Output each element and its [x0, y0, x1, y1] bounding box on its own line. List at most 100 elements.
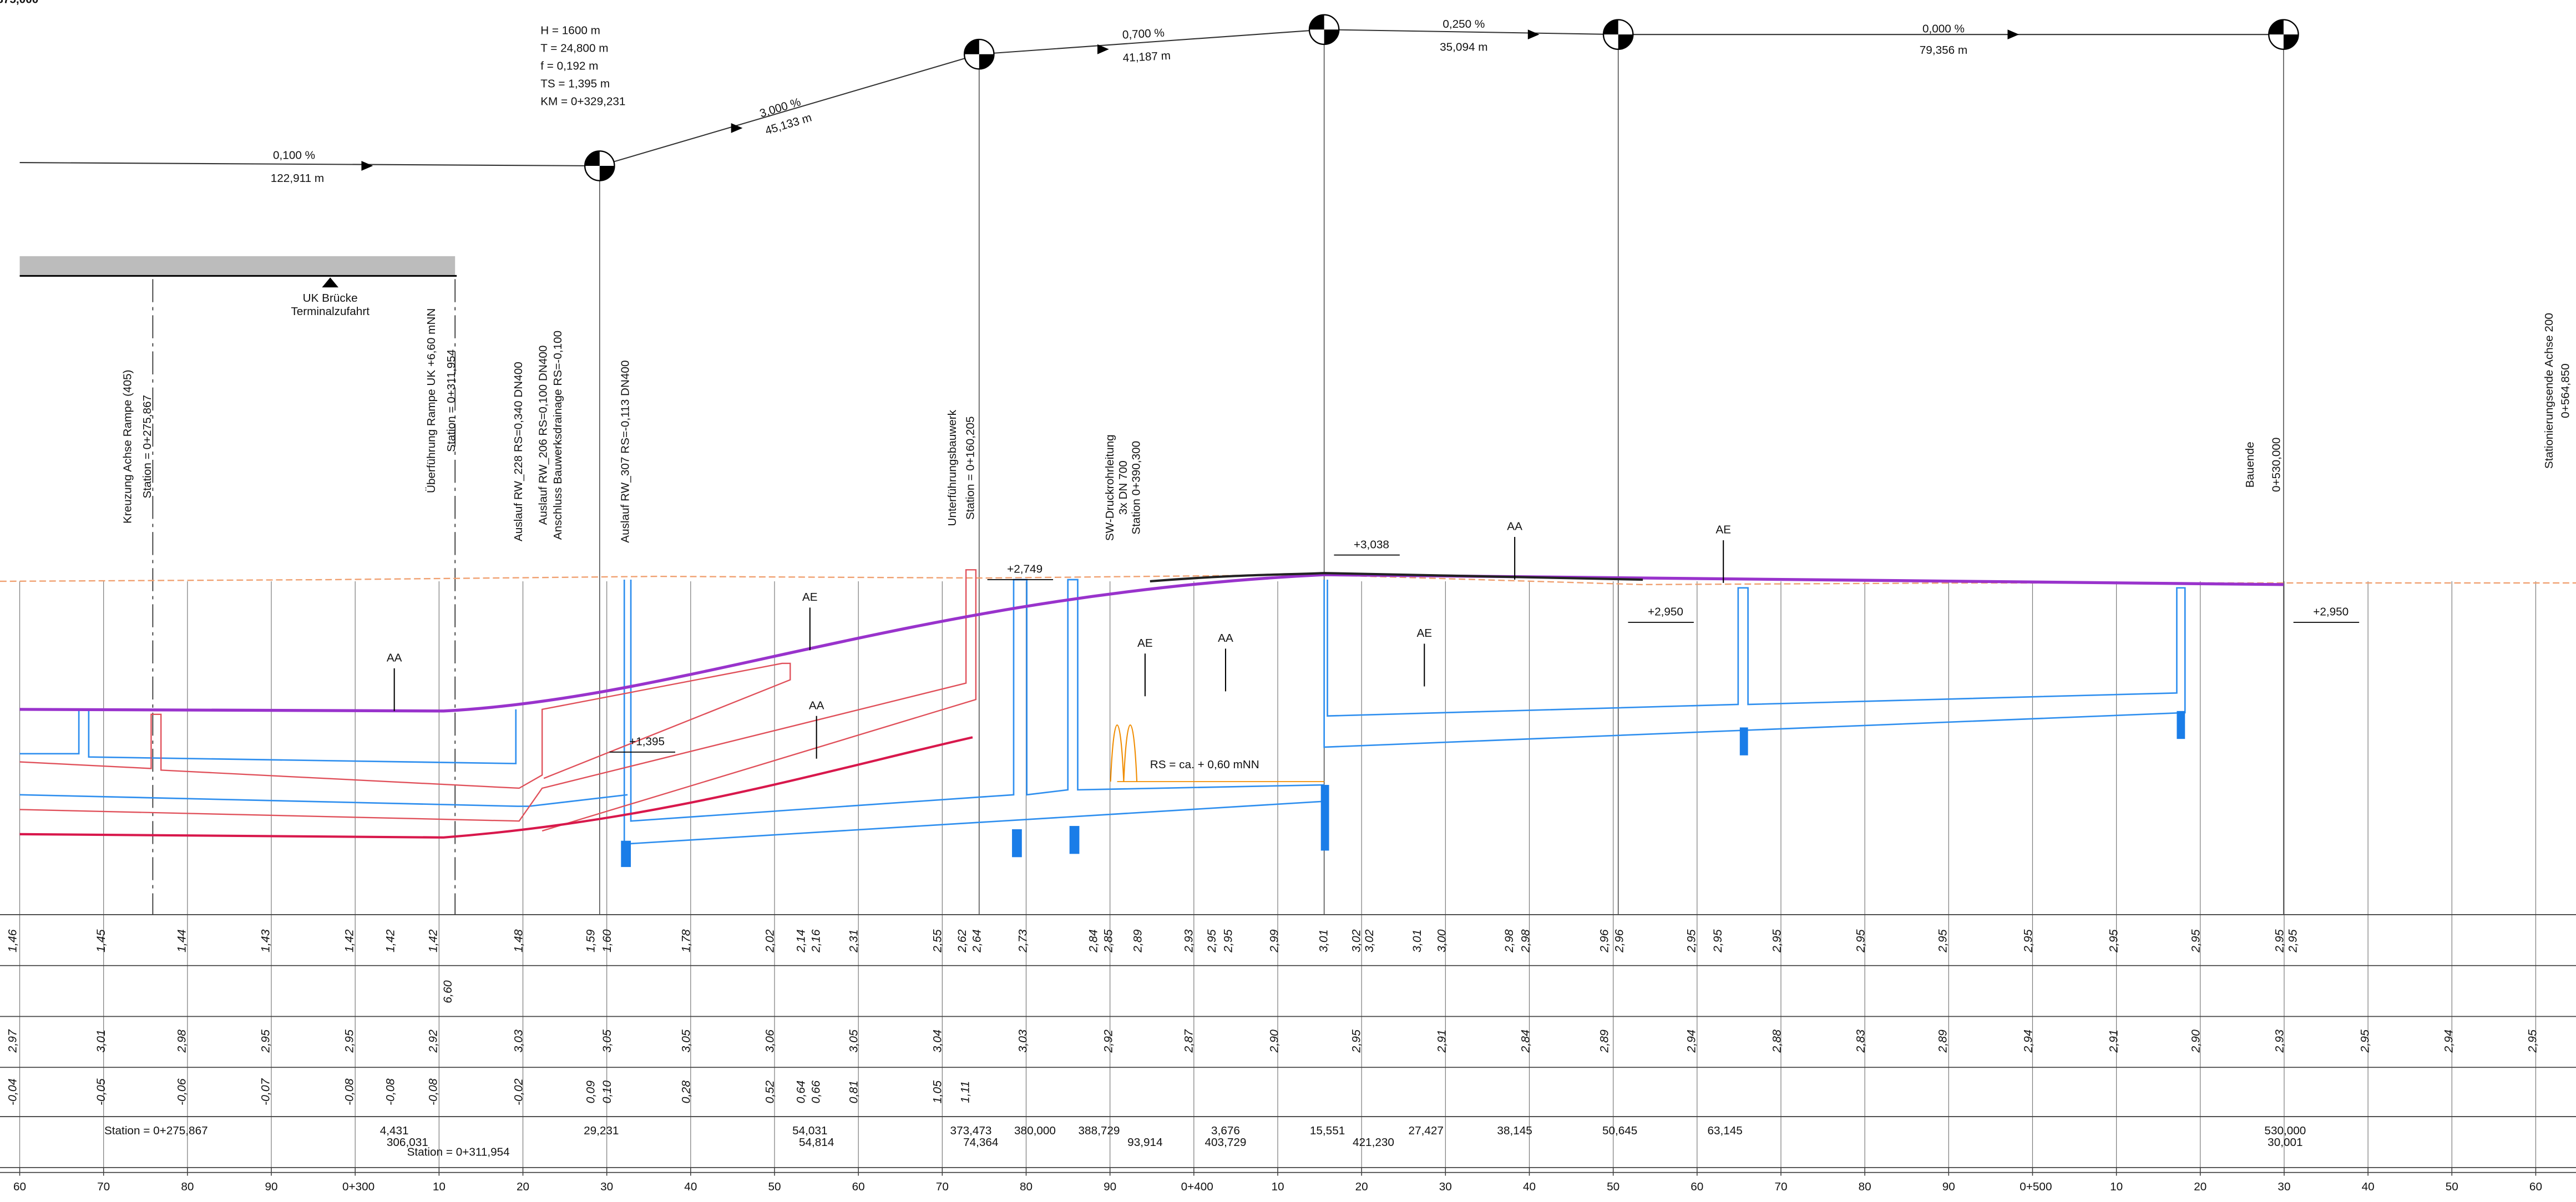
band-value: 3,02	[1349, 929, 1363, 952]
band-value: 2,95	[259, 1029, 272, 1053]
scale-label: 10	[2110, 1180, 2123, 1193]
band-value: 3,03	[512, 1029, 525, 1053]
pipe-marker: AA	[1507, 520, 1522, 533]
band-value: -0,02	[512, 1078, 525, 1105]
band-value: -0,04	[6, 1078, 19, 1105]
band-value: 2,87	[1182, 1029, 1195, 1053]
band-value: 3,05	[679, 1029, 692, 1053]
band-value: 3,03	[1016, 1029, 1029, 1053]
band-value: 2,95	[2286, 929, 2299, 953]
pipe-marker: AE	[1715, 524, 1731, 536]
band-value: 1,60	[600, 929, 614, 952]
station-label: 30,001	[2268, 1136, 2302, 1149]
scale-label: 90	[1942, 1180, 1955, 1193]
annotation: Anschluss Bauwerksdrainage RS=-0,100	[551, 331, 564, 540]
pipe-marker: AE	[1137, 637, 1153, 650]
band-value: 2,89	[1131, 929, 1145, 953]
pipe-fitting	[1012, 829, 1022, 858]
scale-label: 20	[1355, 1180, 1368, 1193]
water-level: RS = ca. + 0,60 mNN	[1150, 758, 1259, 771]
band-value: 2,90	[1267, 1029, 1281, 1053]
band-value: -0,07	[259, 1078, 272, 1105]
annotation: Auslauf RW_206 RS=0,100 DN400	[537, 346, 550, 525]
station-label: 50,645	[1602, 1124, 1637, 1137]
profile-black	[1150, 572, 1643, 583]
band-value: 3,05	[600, 1029, 614, 1053]
band-value: -0,08	[426, 1078, 439, 1105]
scale-label: 70	[936, 1180, 949, 1193]
band-value: 2,84	[1519, 1029, 1532, 1053]
annotation: 0+564,850	[2559, 363, 2572, 418]
grade-point-fill	[585, 151, 615, 181]
scale-label: 50	[1607, 1180, 1620, 1193]
band-value: 2,89	[1936, 1029, 1950, 1053]
scale-label: 80	[181, 1180, 194, 1193]
annotation: Stationierungsende Achse 200	[2543, 313, 2555, 469]
band-value: 2,64	[970, 929, 983, 953]
band-value: 2,95	[1222, 929, 1235, 953]
station-label: 530,000	[2264, 1124, 2306, 1137]
band-value: 1,42	[342, 929, 356, 952]
band-value: 3,01	[1317, 930, 1330, 952]
band-value: 0,64	[794, 1081, 808, 1104]
band-value: 2,73	[1016, 929, 1029, 953]
station-label: 38,145	[1497, 1124, 1532, 1137]
band-value: 2,95	[1936, 929, 1950, 953]
pipe-marker: AA	[1218, 632, 1233, 645]
scale-label: 80	[1020, 1180, 1033, 1193]
pipe-marker: AA	[809, 699, 824, 712]
length: 35,094 m	[1440, 40, 1487, 53]
pipe-fitting	[1320, 785, 1329, 851]
length: 122,911 m	[271, 172, 324, 185]
bridge	[19, 256, 456, 276]
pipe-fitting	[2177, 711, 2185, 739]
bridge-label: Terminalzufahrt	[291, 305, 370, 318]
elevation: +2,749	[1007, 563, 1042, 576]
band-value: 2,95	[2189, 929, 2203, 953]
band-value: 2,02	[763, 929, 776, 953]
station-label: 380,000	[1014, 1124, 1056, 1137]
band-value: 2,95	[1770, 929, 1784, 953]
band-value: 1,42	[426, 929, 439, 952]
length: 41,187 m	[1122, 49, 1171, 64]
annotation: Bauende	[2244, 442, 2256, 488]
band-value: 2,96	[1598, 929, 1611, 953]
band-value: 0,10	[600, 1081, 614, 1104]
pipe-marker: AA	[387, 652, 402, 665]
band-value: 1,42	[383, 929, 397, 952]
band-value: 2,90	[2189, 1029, 2203, 1053]
band-value: 1,11	[959, 1081, 972, 1103]
arrow	[2007, 29, 2020, 40]
band-value: 3,06	[763, 1029, 776, 1053]
station-label: 403,729	[1205, 1136, 1247, 1149]
grade: 0,250 %	[1443, 18, 1485, 31]
band-value: 2,84	[1087, 929, 1100, 953]
annotation: Unterführungsbauwerk	[946, 409, 959, 526]
station-label: 27,427	[1409, 1124, 1444, 1137]
band-value: 0,81	[847, 1081, 860, 1103]
scale-label: 0+400	[1181, 1180, 1213, 1193]
pipe-fitting	[621, 840, 631, 868]
station-label: Station = 0+311,954	[407, 1146, 510, 1159]
band-value: 2,96	[1612, 929, 1626, 953]
curve-param: f = 0,192 m	[540, 60, 598, 73]
arrow	[731, 123, 743, 133]
pipe-marker: AE	[1416, 627, 1432, 640]
band-value: 2,99	[1267, 929, 1281, 953]
curve-param: TS = 1,395 m	[540, 78, 610, 90]
grade-point-fill	[1309, 14, 1339, 44]
station-label: 63,145	[1707, 1124, 1742, 1137]
station-label: 306,031	[387, 1136, 428, 1149]
scale-label: 20	[2194, 1180, 2206, 1193]
annotation: Station 0+390,300	[1130, 441, 1143, 535]
blue-pipe	[623, 579, 1324, 845]
band-value: -0,06	[175, 1078, 188, 1105]
curve-param: KM = 0+329,231	[540, 95, 625, 108]
band-value: 3,01	[94, 1029, 108, 1052]
station-label: 4,431	[380, 1124, 409, 1137]
pipe-marker: AE	[802, 591, 818, 603]
band-value: 3,05	[847, 1029, 860, 1053]
grade: 0,700 %	[1122, 27, 1165, 42]
profile	[19, 573, 2284, 713]
curve-param: H = 1600 m	[540, 24, 600, 37]
